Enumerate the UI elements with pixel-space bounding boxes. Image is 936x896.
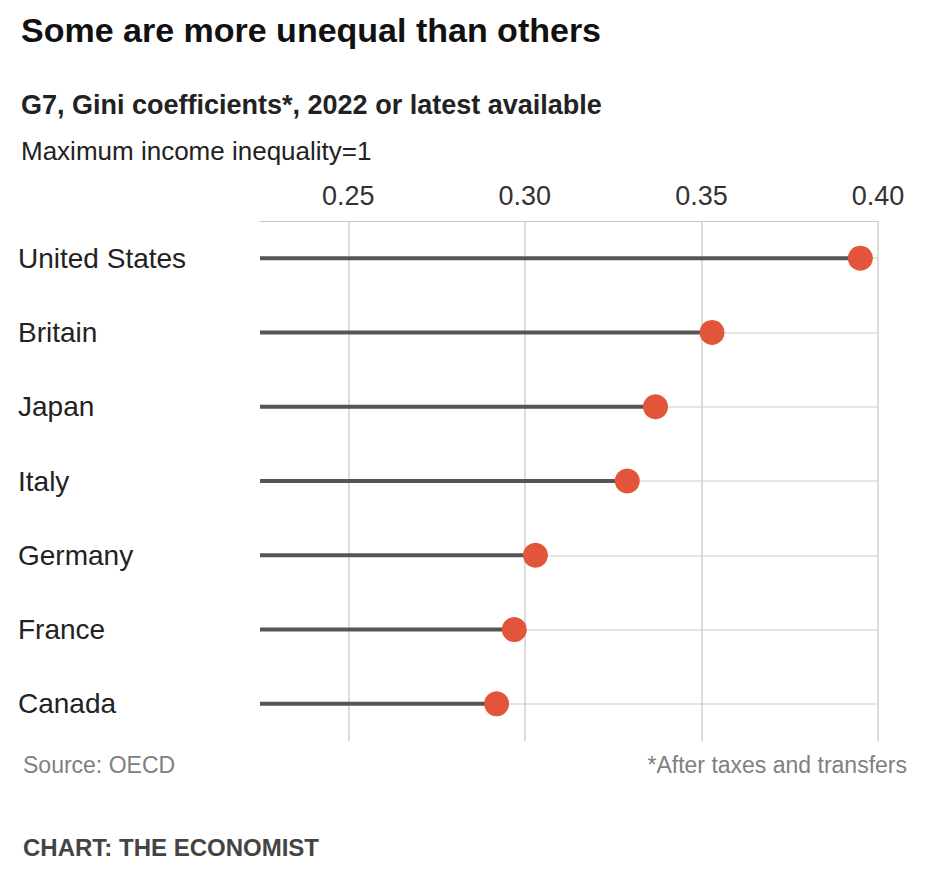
svg-text:0.25: 0.25 — [322, 181, 375, 211]
svg-text:0.30: 0.30 — [499, 181, 552, 211]
svg-text:United States: United States — [18, 243, 186, 274]
svg-text:France: France — [18, 614, 105, 645]
svg-text:CHART: THE ECONOMIST: CHART: THE ECONOMIST — [23, 834, 319, 861]
svg-text:Germany: Germany — [18, 540, 133, 571]
svg-text:0.35: 0.35 — [675, 181, 728, 211]
svg-text:Italy: Italy — [18, 466, 69, 497]
svg-text:Source: OECD: Source: OECD — [23, 752, 175, 778]
svg-text:Japan: Japan — [18, 391, 94, 422]
svg-text:Britain: Britain — [18, 317, 97, 348]
svg-text:Some are more unequal than oth: Some are more unequal than others — [21, 11, 601, 49]
svg-text:0.40: 0.40 — [852, 181, 905, 211]
svg-text:Canada: Canada — [18, 688, 117, 719]
svg-text:G7, Gini coefficients*, 2022 o: G7, Gini coefficients*, 2022 or latest a… — [21, 90, 602, 120]
svg-text:*After taxes and transfers: *After taxes and transfers — [647, 752, 907, 778]
svg-text:Maximum income inequality=1: Maximum income inequality=1 — [21, 136, 371, 166]
